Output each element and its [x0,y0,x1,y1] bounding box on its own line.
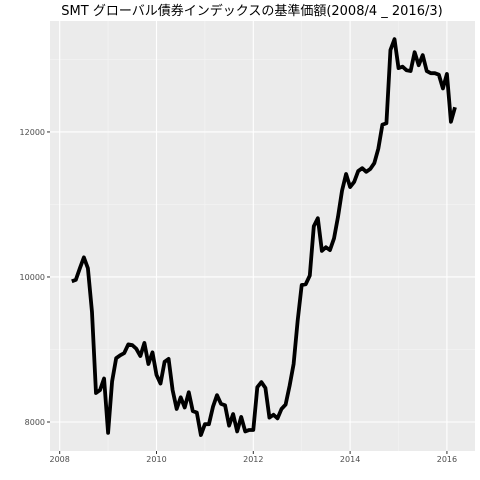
x-tick-label: 2012 [243,455,263,464]
grid-minor [50,21,475,451]
y-tick-label: 12000 [20,128,45,137]
x-tick-label: 2016 [437,455,457,464]
series-line [71,37,457,437]
series-group [71,37,457,437]
grid-major [50,21,475,451]
axes-group: 2008 2010 2012 2014 2016 8000 10000 12000 [20,128,458,464]
x-tick-label: 2008 [50,455,70,464]
x-tick-label: 2014 [340,455,360,464]
plot-panel [50,21,475,451]
y-tick-label: 10000 [20,273,45,282]
x-tick-label: 2010 [146,455,166,464]
chart-title: SMT グローバル債券インデックスの基準価額(2008/4 _ 2016/3) [61,3,442,19]
y-tick-label: 8000 [25,418,45,427]
